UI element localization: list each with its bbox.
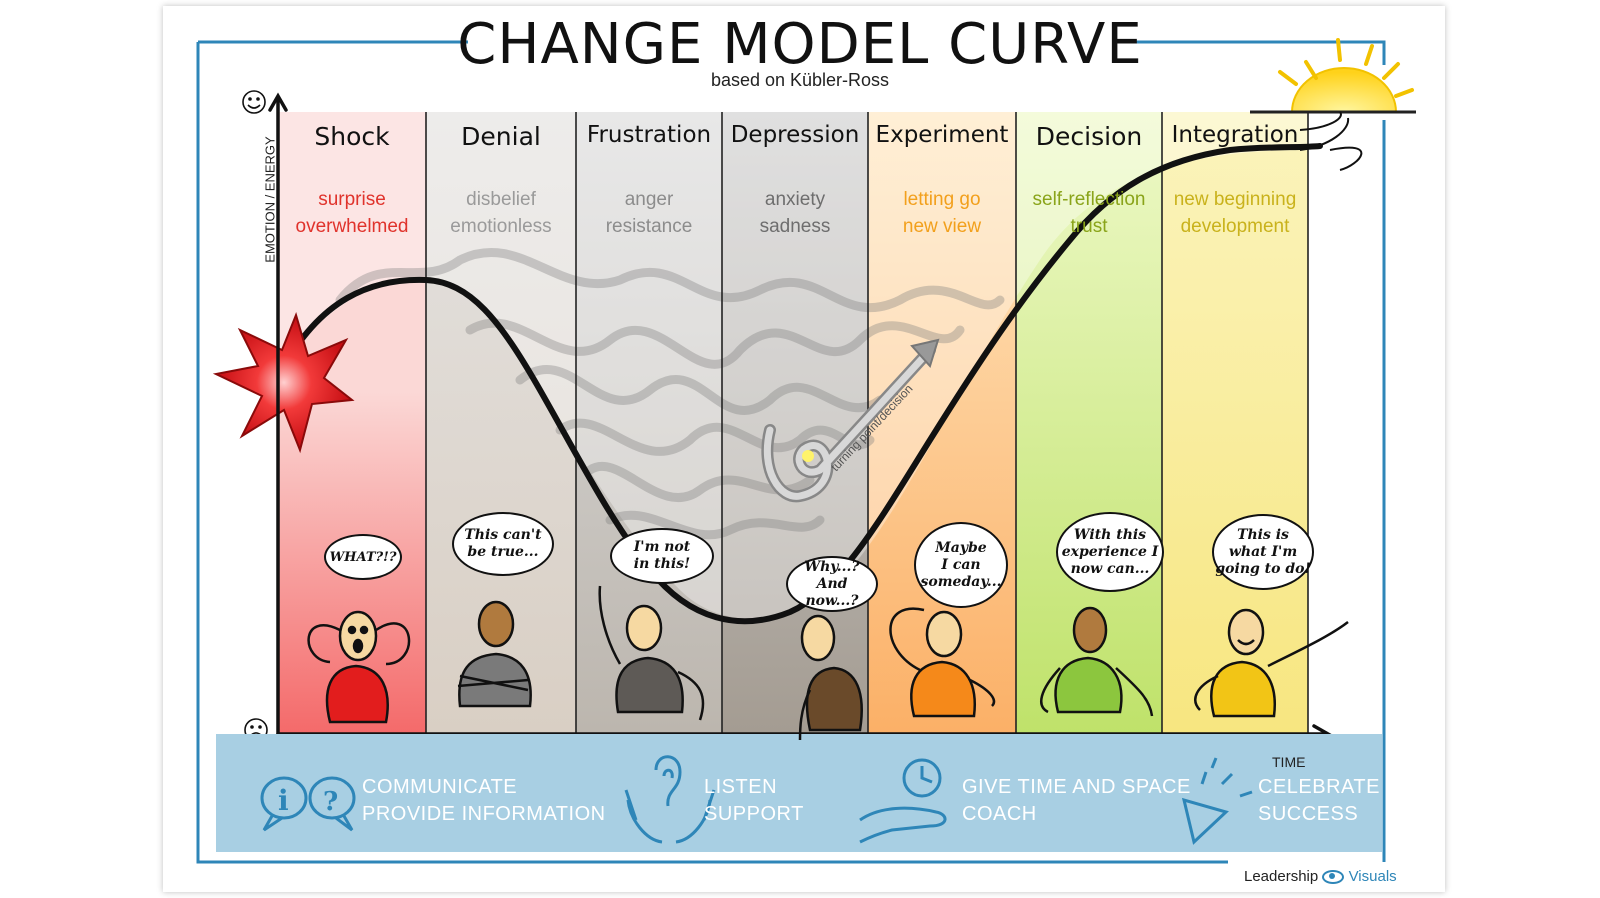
- action-line: LISTEN: [704, 776, 778, 798]
- stage-name-frustration: Frustration: [586, 122, 712, 148]
- info-glyph: i: [278, 784, 289, 817]
- brand-logo: Leadership Visuals: [1244, 868, 1397, 885]
- turning-point-arrow: [761, 338, 940, 503]
- stage-desc-experiment: letting go new view: [868, 186, 1016, 240]
- stage-desc-line: anxiety: [764, 189, 826, 210]
- scribble-texture: [335, 247, 1005, 540]
- stage-desc-line: resistance: [605, 216, 693, 237]
- shock-burst-icon: [212, 311, 355, 454]
- road-to-sun: [1299, 111, 1363, 171]
- stage-desc-denial: disbelief emotionless: [426, 186, 576, 240]
- action-listen: LISTEN SUPPORT: [704, 774, 804, 828]
- stage-name-integration: Integration: [1171, 122, 1299, 148]
- stage-name-denial: Denial: [461, 122, 541, 151]
- page-title: CHANGE MODEL CURVE: [457, 12, 1143, 77]
- stage-desc-line: anger: [624, 189, 674, 210]
- brand-part2: Visuals: [1348, 868, 1397, 885]
- action-give-time: GIVE TIME AND SPACE COACH: [962, 774, 1191, 828]
- stage-bg-depression: [722, 112, 868, 734]
- change-curve: [279, 143, 1323, 625]
- character-denial: [457, 600, 532, 708]
- clock-hand-icon: [859, 758, 947, 844]
- action-line: COACH: [962, 803, 1037, 825]
- stage-dividers: [425, 112, 1309, 734]
- stage-desc-decision: self-reflection trust: [1016, 186, 1162, 240]
- character-integration: [1194, 608, 1349, 718]
- stage-desc-line: trust: [1070, 216, 1108, 237]
- stage-desc-line: disbelief: [466, 189, 536, 210]
- character-frustration: [598, 585, 705, 721]
- happy-face-icon: [242, 90, 266, 114]
- stage-desc-line: overwhelmed: [295, 216, 409, 237]
- speech-bubble-frustration: I'm not in this!: [610, 528, 714, 584]
- stage-desc-depression: anxiety sadness: [722, 186, 868, 240]
- character-shock: [307, 610, 411, 724]
- speech-bubble-shock: WHAT?!?: [324, 534, 402, 580]
- stage-desc-line: emotionless: [450, 216, 552, 237]
- stage-desc-line: sadness: [759, 216, 831, 237]
- question-glyph: ?: [323, 787, 338, 817]
- stage-desc-line: new beginning: [1173, 189, 1297, 210]
- action-band: [216, 734, 1382, 852]
- character-depression: [798, 614, 863, 741]
- stage-desc-integration: new beginning development: [1162, 186, 1308, 240]
- action-celebrate: CELEBRATE SUCCESS: [1258, 774, 1380, 828]
- stage-name-experiment: Experiment: [875, 122, 1009, 148]
- speech-bubble-integration: This is what I'm going to do!: [1212, 514, 1314, 590]
- stage-desc-shock: surprise overwhelmed: [278, 186, 426, 240]
- speech-bubble-experiment: Maybe I can someday...: [914, 522, 1008, 608]
- stage-desc-line: new view: [902, 216, 982, 237]
- above-curve-wash: [278, 112, 1308, 619]
- action-line: SUCCESS: [1258, 803, 1359, 825]
- ear-hands-icon: [624, 755, 716, 844]
- brand-part1: Leadership: [1244, 868, 1319, 885]
- stage-desc-line: development: [1180, 216, 1290, 237]
- action-line: GIVE TIME AND SPACE: [962, 776, 1191, 798]
- info-question-bubbles-icon: [260, 776, 356, 832]
- eye-icon: [1322, 870, 1345, 885]
- stage-desc-line: letting go: [903, 189, 981, 210]
- page-subtitle: based on Kübler-Ross: [710, 70, 890, 90]
- stage-name-depression: Depression: [730, 122, 860, 148]
- speech-bubble-decision: With this experience I now can...: [1056, 512, 1164, 592]
- y-axis-label: EMOTION / ENERGY: [262, 136, 278, 263]
- sun-icon: [1250, 38, 1416, 114]
- speech-bubble-depression: Why...? And now...?: [786, 556, 878, 612]
- party-popper-icon: [1181, 757, 1253, 845]
- eye-pupil: [1329, 873, 1336, 880]
- stage-name-decision: Decision: [1035, 122, 1143, 151]
- action-line: COMMUNICATE: [362, 776, 518, 798]
- stage-desc-line: surprise: [318, 189, 386, 210]
- frame: [196, 40, 1386, 864]
- character-experiment: [889, 607, 996, 718]
- action-communicate: COMMUNICATE PROVIDE INFORMATION: [362, 774, 606, 828]
- character-decision: [1040, 606, 1154, 717]
- speech-bubble-denial: This can't be true...: [452, 512, 554, 576]
- stage-desc-frustration: anger resistance: [576, 186, 722, 240]
- stage-name-shock: Shock: [314, 122, 390, 151]
- action-line: SUPPORT: [704, 803, 804, 825]
- x-axis-label: TIME: [1272, 754, 1306, 770]
- action-line: CELEBRATE: [1258, 776, 1380, 798]
- stage-desc-line: self-reflection: [1032, 189, 1146, 210]
- action-line: PROVIDE INFORMATION: [362, 803, 606, 825]
